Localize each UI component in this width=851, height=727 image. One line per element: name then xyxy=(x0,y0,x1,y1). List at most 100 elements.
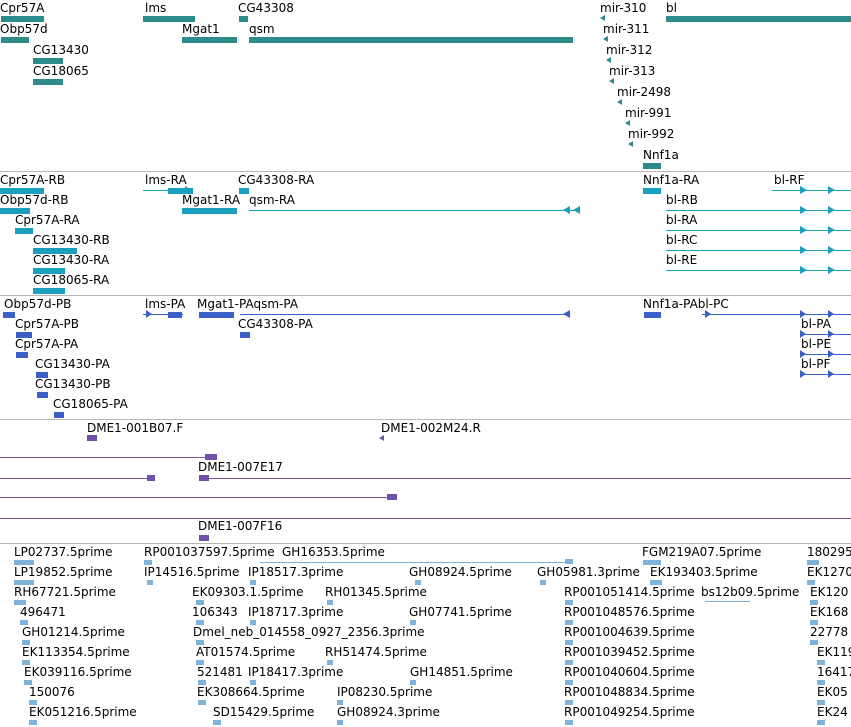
feature-label[interactable]: Mgat1-RA xyxy=(182,193,241,207)
feature-label[interactable]: 106343 xyxy=(192,605,238,619)
feature-label[interactable]: Obp57d-PB xyxy=(4,297,72,311)
feature-label[interactable]: bl-RB xyxy=(666,193,698,207)
feature-label[interactable]: EK1270 xyxy=(807,565,851,579)
feature-label[interactable]: mir-311 xyxy=(603,22,650,36)
gene-glyph[interactable] xyxy=(249,37,573,43)
feature-label[interactable]: EK113354.5prime xyxy=(22,645,130,659)
feature-label[interactable]: bl-RC xyxy=(666,233,698,247)
protein-glyph[interactable] xyxy=(168,312,182,318)
feature-label[interactable]: GH08924.3prime xyxy=(337,705,440,719)
feature-label[interactable]: Cpr57A-PA xyxy=(15,337,79,351)
feature-label[interactable]: RP001039452.5prime xyxy=(564,645,695,659)
feature-label[interactable]: IP18417.3prime xyxy=(248,665,344,679)
feature-label[interactable]: EK039116.5prime xyxy=(24,665,132,679)
feature-label[interactable]: CG13430-PA xyxy=(35,357,110,371)
feature-label[interactable]: bl-PF xyxy=(801,357,831,371)
feature-label[interactable]: GH05981.3prime xyxy=(537,565,640,579)
feature-label[interactable]: CG13430 xyxy=(33,43,89,57)
feature-label[interactable]: IP18717.3prime xyxy=(248,605,344,619)
clone-span[interactable] xyxy=(0,497,396,498)
feature-label[interactable]: lms-PA xyxy=(145,297,186,311)
feature-label[interactable]: RP001048576.5prime xyxy=(564,605,695,619)
feature-label[interactable]: CG18065-PA xyxy=(53,397,128,411)
transcript-glyph[interactable] xyxy=(15,228,33,234)
protein-glyph[interactable] xyxy=(644,312,661,318)
clone-glyph[interactable] xyxy=(199,475,209,481)
feature-label[interactable]: GH16353.5prime xyxy=(282,545,385,559)
feature-label[interactable]: GH14851.5prime xyxy=(410,665,513,679)
feature-label[interactable]: CG18065-RA xyxy=(33,273,110,287)
feature-label[interactable]: 180295 xyxy=(807,545,851,559)
protein-glyph[interactable] xyxy=(16,352,28,358)
feature-label[interactable]: EK193403.5prime xyxy=(650,565,758,579)
feature-label[interactable]: RH67721.5prime xyxy=(14,585,116,599)
feature-label[interactable]: mir-992 xyxy=(628,127,675,141)
feature-label[interactable]: RP001037597.5prime xyxy=(144,545,275,559)
transcript-glyph[interactable] xyxy=(0,208,30,214)
est-span[interactable] xyxy=(705,601,750,602)
feature-label[interactable]: EK120 xyxy=(810,585,849,599)
feature-label[interactable]: DME1-001B07.F xyxy=(87,421,184,435)
transcript-glyph[interactable] xyxy=(182,208,237,214)
transcript-glyph[interactable] xyxy=(643,188,661,194)
feature-label[interactable]: Cpr57A-RA xyxy=(15,213,80,227)
feature-label[interactable]: EK308664.5prime xyxy=(197,685,305,699)
protein-glyph[interactable] xyxy=(199,312,234,318)
clone-span[interactable] xyxy=(0,478,155,479)
feature-label[interactable]: RP001049254.5prime xyxy=(564,705,695,719)
protein-glyph[interactable] xyxy=(16,332,32,338)
feature-label[interactable]: EK051216.5prime xyxy=(29,705,137,719)
gene-glyph[interactable] xyxy=(239,16,248,22)
gene-glyph[interactable] xyxy=(1,37,29,43)
gene-glyph[interactable] xyxy=(33,79,63,85)
feature-label[interactable]: CG43308-PA xyxy=(238,317,313,331)
feature-label[interactable]: Obp57d-RB xyxy=(0,193,69,207)
feature-label[interactable]: bl xyxy=(666,1,677,15)
feature-label[interactable]: bs12b09.5prime xyxy=(701,585,800,599)
feature-label[interactable]: SD15429.5prime xyxy=(213,705,315,719)
feature-label[interactable]: Obp57d xyxy=(0,22,48,36)
feature-label[interactable]: GH07741.5prime xyxy=(409,605,512,619)
feature-label[interactable]: mir-313 xyxy=(609,64,656,78)
feature-label[interactable]: bl-RA xyxy=(666,213,698,227)
feature-label[interactable]: CG18065 xyxy=(33,64,89,78)
feature-label[interactable]: RP001051414.5prime xyxy=(564,585,695,599)
feature-label[interactable]: 496471 xyxy=(20,605,66,619)
feature-label[interactable]: CG43308-RA xyxy=(238,173,315,187)
feature-label[interactable]: bl-PA xyxy=(801,317,831,331)
protein-glyph[interactable] xyxy=(240,332,250,338)
feature-label[interactable]: bl-RF xyxy=(774,173,805,187)
feature-label[interactable]: RH51474.5prime xyxy=(325,645,427,659)
gene-glyph[interactable] xyxy=(666,16,851,22)
feature-label[interactable]: CG13430-RB xyxy=(33,233,110,247)
feature-label[interactable]: mir-310 xyxy=(600,1,647,15)
gene-glyph[interactable] xyxy=(643,163,661,169)
clone-glyph[interactable] xyxy=(387,494,397,500)
feature-label[interactable]: EK05 xyxy=(817,685,848,699)
feature-label[interactable]: IP18517.3prime xyxy=(248,565,344,579)
feature-label[interactable]: EK119 xyxy=(817,645,851,659)
feature-label[interactable]: bl-PE xyxy=(801,337,832,351)
clone-glyph[interactable] xyxy=(205,454,217,460)
feature-label[interactable]: Dmel_neb_014558_0927_2356.3prime xyxy=(193,625,425,639)
feature-label[interactable]: RH01345.5prime xyxy=(325,585,427,599)
feature-label[interactable]: CG13430-PB xyxy=(35,377,111,391)
feature-label[interactable]: Mgat1-PAqsm-PA xyxy=(197,297,299,311)
feature-label[interactable]: Nnf1a xyxy=(643,148,679,162)
feature-label[interactable]: GH08924.5prime xyxy=(409,565,512,579)
feature-label[interactable]: Cpr57A xyxy=(0,1,45,15)
feature-label[interactable]: DME1-002M24.R xyxy=(381,421,481,435)
clone-glyph[interactable] xyxy=(87,435,97,441)
feature-label[interactable]: Nnf1a-PAbl-PC xyxy=(643,297,729,311)
est-span[interactable] xyxy=(260,562,572,563)
feature-label[interactable]: 150076 xyxy=(29,685,75,699)
feature-label[interactable]: CG13430-RA xyxy=(33,253,110,267)
feature-label[interactable]: Nnf1a-RA xyxy=(643,173,700,187)
protein-glyph[interactable] xyxy=(54,412,64,418)
feature-label[interactable]: IP14516.5prime xyxy=(144,565,240,579)
feature-label[interactable]: LP02737.5prime xyxy=(14,545,113,559)
feature-label[interactable]: LP19852.5prime xyxy=(14,565,113,579)
feature-label[interactable]: qsm xyxy=(249,22,275,36)
clone-span[interactable] xyxy=(0,457,212,458)
feature-label[interactable]: AT01574.5prime xyxy=(196,645,296,659)
